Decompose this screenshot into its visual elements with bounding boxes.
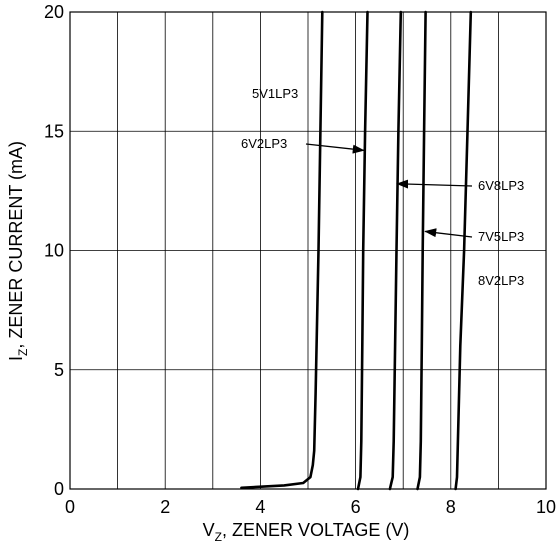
y-axis-label-main: I [6, 356, 26, 361]
series-layer [240, 10, 473, 491]
x-tick-label: 10 [536, 497, 556, 517]
y-tick-label: 15 [44, 121, 64, 141]
x-tick-label: 0 [65, 497, 75, 517]
series-line-6v8lp3 [388, 10, 403, 491]
y-tick-label: 20 [44, 2, 64, 22]
x-tick-label: 8 [446, 497, 456, 517]
series-label-7v5lp3: 7V5LP3 [478, 229, 524, 244]
y-axis-label-sub: Z [16, 349, 30, 356]
series-label-8v2lp3: 8V2LP3 [478, 273, 524, 288]
annotation-layer: 5V1LP3 6V2LP3 6V8LP3 7V5LP3 8V2LP3 [241, 86, 524, 288]
series-line-5v1lp3 [240, 10, 324, 490]
series-line-7v5lp3 [416, 10, 427, 491]
plot-frame [69, 11, 547, 490]
y-axis-label-rest: , ZENER CURRENT (mA) [6, 141, 26, 349]
x-tick-label: 4 [255, 497, 265, 517]
arrow-6v2lp3 [305, 143, 365, 154]
y-tick-label: 0 [54, 479, 64, 499]
y-tick-label: 10 [44, 241, 64, 261]
arrow-7v5lp3 [424, 228, 473, 238]
series-label-5v1lp3: 5V1LP3 [252, 86, 298, 101]
arrow-6v8lp3 [396, 179, 473, 189]
tick-labels: 0 2 4 6 8 10 0 5 10 15 20 [44, 2, 556, 517]
x-axis-label-rest: , ZENER VOLTAGE (V) [222, 520, 409, 540]
grid [70, 12, 546, 489]
x-axis-label-main: V [203, 520, 215, 540]
x-tick-label: 2 [160, 497, 170, 517]
plot-border [69, 11, 547, 490]
x-tick-label: 6 [351, 497, 361, 517]
series-label-6v2lp3: 6V2LP3 [241, 136, 287, 151]
x-axis-label: VZ, ZENER VOLTAGE (V) [203, 520, 410, 544]
series-line-8v2lp3 [454, 10, 473, 491]
y-axis-label: IZ, ZENER CURRENT (mA) [6, 141, 30, 361]
series-line-6v2lp3 [356, 10, 369, 491]
x-axis-label-sub: Z [215, 530, 222, 544]
series-label-6v8lp3: 6V8LP3 [478, 178, 524, 193]
y-tick-label: 5 [54, 360, 64, 380]
